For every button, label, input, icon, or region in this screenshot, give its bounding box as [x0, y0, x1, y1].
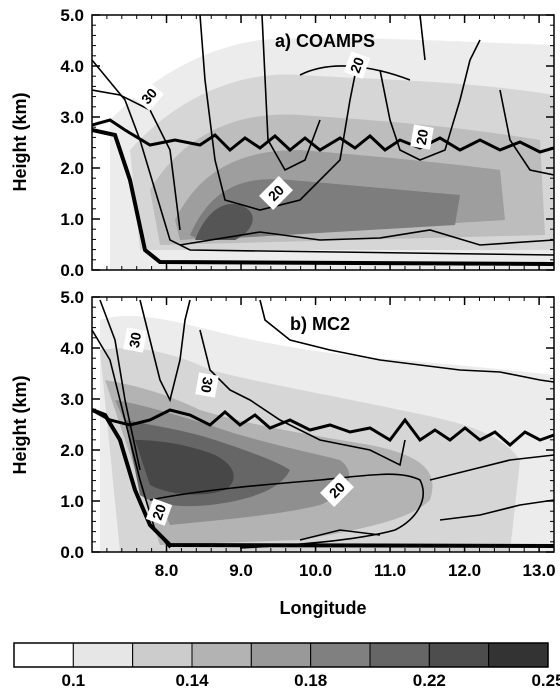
panel-b-contours: [92, 299, 554, 549]
x-tick-label: 10.0: [299, 561, 332, 580]
y-tick-label: 2.0: [60, 441, 84, 460]
panel-a-frame: [91, 14, 555, 271]
y-tick-label: 1.0: [60, 492, 84, 511]
panel-a-contours: [92, 15, 554, 266]
colorbar-frame: [13, 642, 549, 668]
y-tick-label: 5.0: [60, 6, 84, 25]
panel-b-frame: [91, 296, 555, 553]
colorbar-swatch: [13, 642, 74, 668]
colorbar-swatch: [72, 642, 134, 668]
panel-a-ylabel: Height (km): [10, 92, 30, 191]
y-tick-label: 4.0: [60, 339, 84, 358]
colorbar-tick-label: 0.1: [62, 671, 86, 690]
panel-b-axes: 0.0 1.0 2.0 3.0 4.0 5.0 8.0 9.0 10.0 11.0 12.0 13.0: [60, 288, 555, 580]
y-tick-label: 0.0: [60, 543, 84, 562]
panel-b-ylabel: Height (km): [10, 375, 30, 474]
colorbar-tick-label: 0.22: [413, 671, 446, 690]
panel-a-axes: 0.0 1.0 2.0 3.0 4.0 5.0: [60, 6, 555, 280]
panel-b-xlabel: Longitude: [280, 598, 367, 618]
x-tick-label: 11.0: [374, 561, 406, 580]
panel-b-shading: [100, 315, 554, 552]
panel-b-title: b) MC2: [290, 314, 350, 334]
contour-label: 30: [198, 376, 216, 394]
colorbar-swatch: [191, 642, 252, 668]
panel-b-contour-labels: 30 30 20 20: [123, 327, 354, 526]
panel-b: 30 30 20 20 b) MC2 0.0 1.0 2.0 3.0 4.0 5.0 8.0…: [10, 288, 556, 618]
y-tick-label: 5.0: [60, 288, 84, 307]
colorbar-swatch: [132, 642, 193, 668]
colorbar: 0.1 0.14 0.18 0.22 0.25: [13, 642, 560, 690]
y-tick-label: 1.0: [60, 210, 84, 229]
contour-label: 20: [149, 502, 169, 522]
x-tick-label: 9.0: [229, 561, 253, 580]
colorbar-swatch: [369, 642, 430, 668]
y-tick-label: 0.0: [60, 261, 84, 280]
x-tick-label: 8.0: [155, 561, 179, 580]
y-tick-label: 4.0: [60, 57, 84, 76]
panel-a-contour-labels: 20 20 20 30: [134, 51, 434, 210]
colorbar-swatch: [488, 642, 549, 668]
panel-a-title: a) COAMPS: [275, 31, 375, 51]
colorbar-swatch: [250, 642, 312, 668]
colorbar-swatch: [428, 642, 490, 668]
panel-a-shading: [110, 37, 554, 270]
colorbar-tick-label: 0.25: [531, 671, 560, 690]
x-tick-label: 12.0: [448, 561, 481, 580]
y-tick-label: 3.0: [60, 390, 84, 409]
colorbar-tick-label: 0.18: [294, 671, 327, 690]
colorbar-tick-label: 0.14: [175, 671, 209, 690]
panel-a: 20 20 20 30 a) COAMPS 0.0 1.0 2.0 3.0 4.0 5.0…: [10, 6, 555, 280]
y-tick-label: 2.0: [60, 159, 84, 178]
colorbar-swatch: [310, 642, 371, 668]
contour-label: 20: [347, 55, 367, 75]
contour-label: 30: [126, 331, 144, 349]
contour-label: 20: [413, 128, 431, 146]
x-tick-label: 13.0: [523, 561, 556, 580]
y-tick-label: 3.0: [60, 108, 84, 127]
